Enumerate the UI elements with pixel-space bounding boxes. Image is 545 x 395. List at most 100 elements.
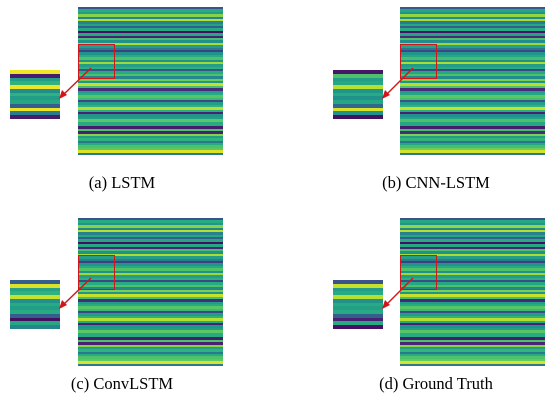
heatmap-band bbox=[78, 223, 223, 225]
heatmap-band bbox=[400, 225, 545, 228]
heatmap-band bbox=[400, 145, 545, 148]
heatmap-band bbox=[400, 328, 545, 330]
heatmap-band bbox=[333, 85, 383, 89]
heatmap-band bbox=[400, 122, 545, 124]
heatmap-band bbox=[78, 7, 223, 9]
heatmap-band bbox=[78, 55, 223, 57]
heatmap-band bbox=[78, 285, 223, 287]
heatmap-band bbox=[78, 235, 223, 237]
heatmap-band bbox=[333, 295, 383, 299]
heatmap-band bbox=[78, 345, 223, 347]
heatmap-band bbox=[78, 145, 223, 148]
heatmap-band bbox=[400, 74, 545, 76]
heatmap-band bbox=[400, 98, 545, 100]
heatmap-band bbox=[400, 64, 545, 67]
heatmap-band bbox=[400, 119, 545, 122]
heatmap-band bbox=[78, 40, 223, 43]
heatmap-band bbox=[78, 28, 223, 31]
heatmap-band bbox=[78, 309, 223, 311]
heatmap-band bbox=[78, 122, 223, 124]
heatmap-band bbox=[333, 306, 383, 310]
heatmap-band bbox=[78, 225, 223, 228]
heatmap-band bbox=[78, 294, 223, 297]
heatmap-band bbox=[400, 86, 545, 88]
heatmap-band bbox=[78, 26, 223, 28]
heatmap-main bbox=[78, 218, 223, 366]
heatmap-band bbox=[400, 33, 545, 36]
heatmap-band bbox=[400, 100, 545, 102]
heatmap-band bbox=[78, 356, 223, 359]
heatmap-band bbox=[400, 107, 545, 110]
heatmap-band bbox=[400, 306, 545, 309]
heatmap-band bbox=[333, 81, 383, 85]
heatmap-band bbox=[400, 93, 545, 95]
heatmap-band bbox=[78, 290, 223, 292]
heatmap-band bbox=[400, 21, 545, 24]
zoomed-inset bbox=[333, 70, 383, 119]
heatmap-band bbox=[400, 38, 545, 40]
heatmap-band bbox=[333, 299, 383, 303]
heatmap-band bbox=[10, 70, 60, 74]
heatmap-band bbox=[78, 12, 223, 14]
heatmap-band bbox=[400, 45, 545, 48]
heatmap-band bbox=[10, 85, 60, 89]
heatmap-band bbox=[400, 249, 545, 251]
heatmap-band bbox=[78, 251, 223, 254]
heatmap-band bbox=[333, 108, 383, 111]
heatmap-band bbox=[10, 288, 60, 291]
heatmap-band bbox=[400, 36, 545, 38]
heatmap-band bbox=[333, 104, 383, 108]
heatmap-band bbox=[400, 26, 545, 28]
heatmap-band bbox=[400, 349, 545, 352]
heatmap-band bbox=[78, 31, 223, 33]
heatmap-band bbox=[400, 242, 545, 244]
heatmap-band bbox=[78, 138, 223, 141]
heatmap-band bbox=[400, 359, 545, 361]
heatmap-band bbox=[400, 12, 545, 14]
heatmap-band bbox=[400, 228, 545, 230]
heatmap-band bbox=[400, 235, 545, 237]
heatmap-band bbox=[400, 356, 545, 359]
heatmap-band bbox=[400, 268, 545, 271]
heatmap-band bbox=[400, 232, 545, 235]
heatmap-band bbox=[78, 62, 223, 64]
heatmap-band bbox=[400, 304, 545, 306]
heatmap-band bbox=[78, 17, 223, 19]
heatmap-band bbox=[78, 50, 223, 52]
heatmap-band bbox=[400, 143, 545, 145]
heatmap-band bbox=[78, 342, 223, 345]
heatmap-band bbox=[400, 290, 545, 292]
heatmap-band bbox=[400, 112, 545, 114]
heatmap-band bbox=[400, 52, 545, 55]
heatmap-band bbox=[10, 321, 60, 325]
heatmap-band bbox=[78, 263, 223, 266]
heatmap-band bbox=[78, 81, 223, 83]
heatmap-band bbox=[78, 347, 223, 349]
heatmap-band bbox=[10, 299, 60, 303]
heatmap-band bbox=[78, 57, 223, 60]
heatmap-band bbox=[400, 294, 545, 297]
heatmap-band bbox=[400, 297, 545, 299]
heatmap-band bbox=[400, 62, 545, 64]
heatmap-band bbox=[400, 69, 545, 71]
heatmap-band bbox=[10, 325, 60, 329]
heatmap-band bbox=[78, 153, 223, 155]
heatmap-band bbox=[333, 310, 383, 314]
heatmap-band bbox=[400, 273, 545, 275]
heatmap-band bbox=[400, 134, 545, 136]
heatmap-band bbox=[400, 259, 545, 261]
heatmap-band bbox=[78, 95, 223, 98]
heatmap-band bbox=[78, 74, 223, 76]
heatmap-band bbox=[400, 254, 545, 256]
heatmap-band bbox=[400, 110, 545, 112]
heatmap-band bbox=[333, 78, 383, 81]
heatmap-band bbox=[333, 74, 383, 78]
heatmap-band bbox=[78, 88, 223, 91]
caption: (a) LSTM bbox=[88, 173, 156, 192]
heatmap-band bbox=[78, 79, 223, 81]
heatmap-band bbox=[78, 266, 223, 268]
heatmap-band bbox=[78, 259, 223, 261]
heatmap-band bbox=[400, 83, 545, 86]
heatmap-band bbox=[400, 352, 545, 354]
heatmap-band bbox=[400, 313, 545, 316]
